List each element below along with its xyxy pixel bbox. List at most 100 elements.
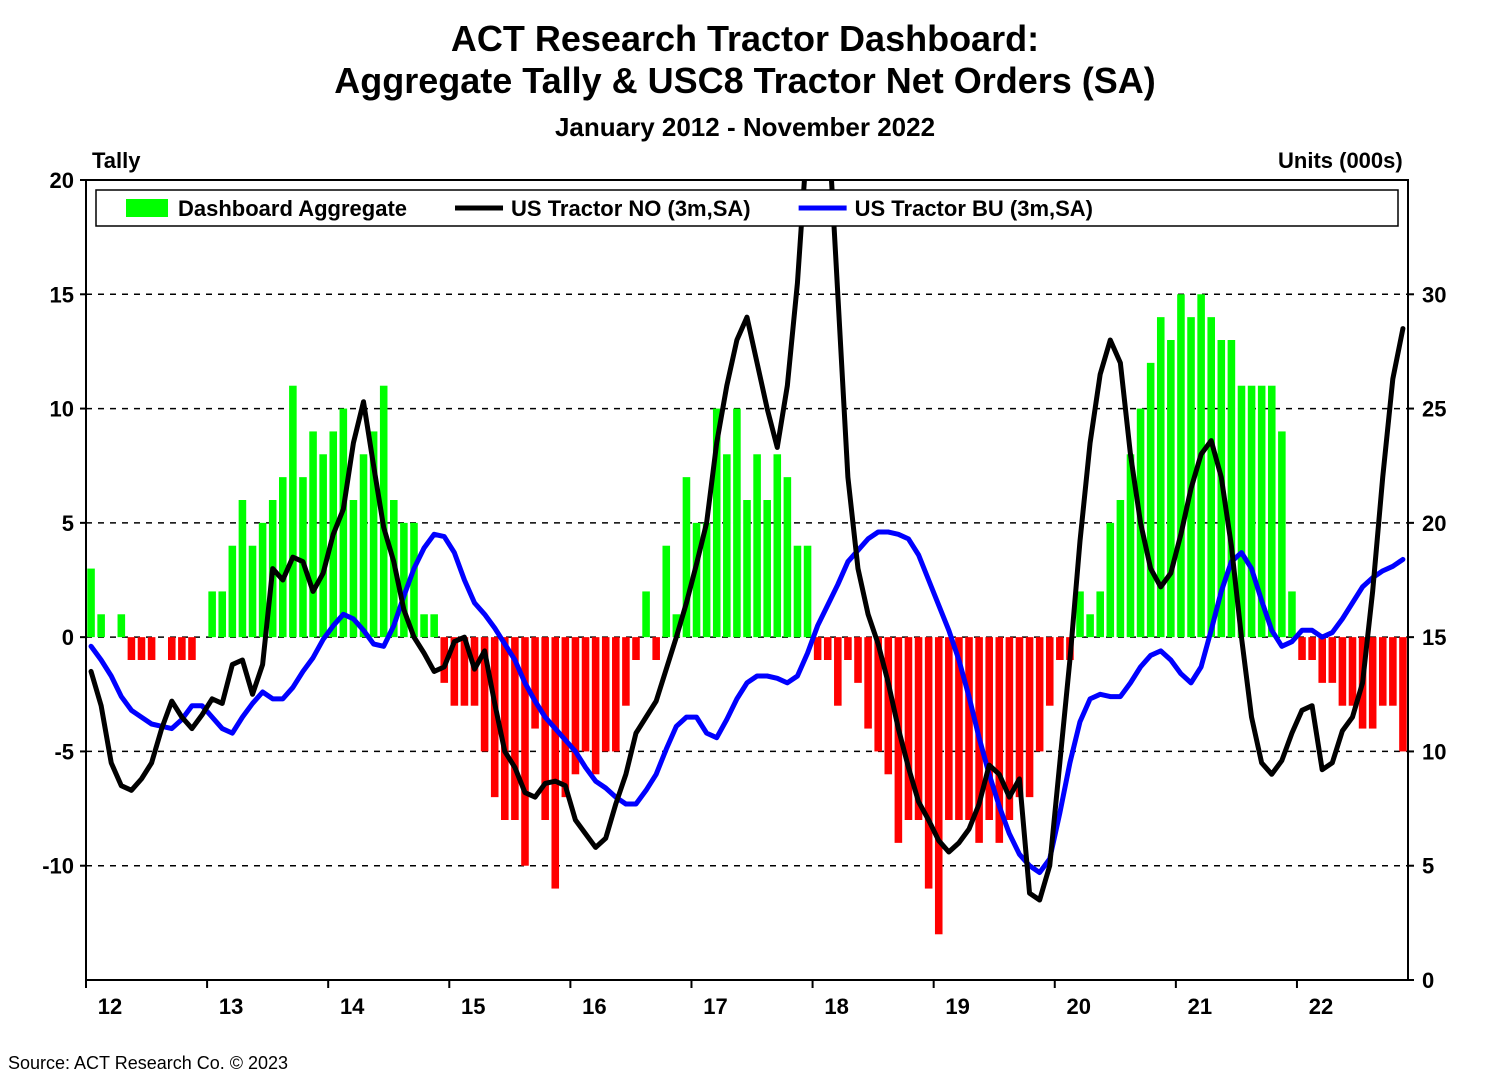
bar: [128, 637, 136, 660]
bar: [239, 500, 247, 637]
bar: [249, 546, 257, 637]
svg-text:5: 5: [1422, 854, 1434, 879]
bar: [905, 637, 913, 820]
bar: [844, 637, 852, 660]
bar: [319, 454, 327, 637]
bar: [804, 546, 812, 637]
svg-text:21: 21: [1188, 994, 1212, 1019]
bar: [138, 637, 146, 660]
bar: [1248, 386, 1256, 637]
bar: [279, 477, 287, 637]
bar: [945, 637, 953, 820]
bar: [1016, 637, 1024, 797]
bar: [1167, 340, 1175, 637]
svg-text:10: 10: [1422, 739, 1446, 764]
svg-text:15: 15: [461, 994, 485, 1019]
svg-text:0: 0: [1422, 968, 1434, 993]
bar: [178, 637, 186, 660]
bar: [794, 546, 802, 637]
bar: [541, 637, 549, 820]
bar: [1207, 317, 1215, 637]
bar: [218, 591, 226, 637]
bar: [1379, 637, 1387, 706]
bar: [420, 614, 428, 637]
bar: [612, 637, 620, 751]
bar: [97, 614, 105, 637]
bar: [662, 546, 670, 637]
legend-label: US Tractor NO (3m,SA): [511, 196, 751, 221]
bar: [602, 637, 610, 751]
bar: [784, 477, 792, 637]
bar: [1298, 637, 1306, 660]
bar: [723, 454, 731, 637]
bar: [229, 546, 237, 637]
svg-text:16: 16: [582, 994, 606, 1019]
bar: [1026, 637, 1034, 797]
bar: [430, 614, 438, 637]
plot-svg: -10-505101520051015202530121314151617181…: [0, 0, 1490, 1082]
bar: [743, 500, 751, 637]
bar: [1056, 637, 1064, 660]
bar: [1107, 523, 1115, 637]
legend-label: US Tractor BU (3m,SA): [855, 196, 1093, 221]
bar: [1096, 591, 1104, 637]
bar: [985, 637, 993, 820]
bar: [632, 637, 640, 660]
bar: [1369, 637, 1377, 728]
svg-text:18: 18: [824, 994, 848, 1019]
svg-text:25: 25: [1422, 397, 1446, 422]
svg-text:5: 5: [62, 511, 74, 536]
bar: [652, 637, 660, 660]
bar: [935, 637, 943, 934]
svg-text:12: 12: [98, 994, 122, 1019]
bar: [360, 454, 368, 637]
source-text: Source: ACT Research Co. © 2023: [8, 1053, 288, 1074]
bar: [562, 637, 570, 797]
svg-text:15: 15: [50, 282, 74, 307]
bar: [168, 637, 176, 660]
svg-text:30: 30: [1422, 282, 1446, 307]
bar: [1308, 637, 1316, 660]
bar: [854, 637, 862, 683]
bar: [87, 569, 95, 638]
bar: [1389, 637, 1397, 706]
bar: [1117, 500, 1125, 637]
bar: [1399, 637, 1407, 751]
svg-text:19: 19: [945, 994, 969, 1019]
svg-text:20: 20: [50, 168, 74, 193]
svg-text:13: 13: [219, 994, 243, 1019]
bar: [340, 409, 348, 638]
bar: [1046, 637, 1054, 706]
bar: [309, 431, 317, 637]
svg-text:0: 0: [62, 625, 74, 650]
svg-text:17: 17: [703, 994, 727, 1019]
bar: [592, 637, 600, 774]
bar: [814, 637, 822, 660]
bar: [531, 637, 539, 728]
svg-text:-5: -5: [54, 739, 74, 764]
chart-container: ACT Research Tractor Dashboard: Aggregat…: [0, 0, 1490, 1082]
legend-swatch: [126, 199, 168, 217]
svg-text:20: 20: [1422, 511, 1446, 536]
bar: [925, 637, 933, 888]
bar: [642, 591, 650, 637]
bar: [622, 637, 630, 706]
bar: [864, 637, 872, 728]
svg-text:-10: -10: [42, 854, 74, 879]
svg-text:22: 22: [1309, 994, 1333, 1019]
bar: [753, 454, 761, 637]
bar: [148, 637, 156, 660]
bar: [208, 591, 216, 637]
bar: [1268, 386, 1276, 637]
bar: [582, 637, 590, 751]
svg-text:14: 14: [340, 994, 365, 1019]
bar: [773, 454, 781, 637]
bar: [824, 637, 832, 660]
bar: [1288, 591, 1296, 637]
bar: [1147, 363, 1155, 637]
bar: [1177, 294, 1185, 637]
bar: [1086, 614, 1094, 637]
bar: [299, 477, 307, 637]
bar: [1318, 637, 1326, 683]
bar: [118, 614, 126, 637]
